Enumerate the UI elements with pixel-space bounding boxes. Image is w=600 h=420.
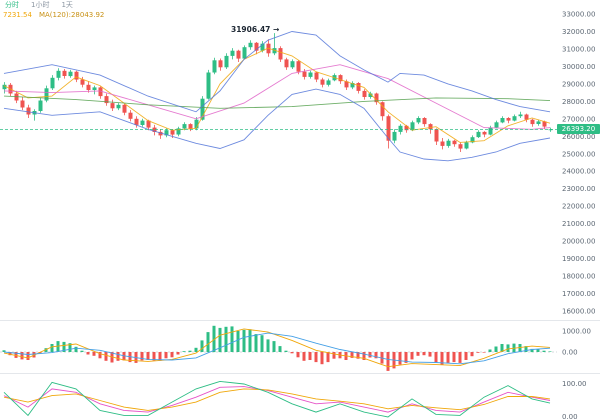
y-axis-label: 31000.00	[562, 45, 595, 53]
macd-axis-label: 1000.00	[562, 328, 591, 336]
boll_lower-line	[3, 88, 551, 162]
kdj-d-line	[3, 388, 551, 411]
y-axis-label: 32000.00	[562, 28, 595, 36]
kdj-axis-label: 0.00	[562, 413, 578, 420]
y-axis-label: 21000.00	[562, 220, 595, 228]
ma7-line	[3, 47, 551, 143]
peak-price-annotation: 31906.47 →	[231, 25, 280, 34]
y-axis-label: 25000.00	[562, 150, 595, 158]
y-axis-label: 16000.00	[562, 308, 595, 316]
y-axis-label: 19000.00	[562, 255, 595, 263]
last-price-tag: 26393.20	[557, 124, 600, 134]
ma-value-partial: 7231.54	[3, 11, 32, 19]
y-axis-label: 17000.00	[562, 290, 595, 298]
kdj-axis-label: 100.00	[562, 380, 587, 388]
kdj-j-line	[3, 380, 551, 418]
y-axis-label: 18000.00	[562, 273, 595, 281]
ma30-line	[3, 64, 551, 130]
y-axis-label: 24000.00	[562, 168, 595, 176]
overlay-lines	[3, 31, 551, 162]
y-axis-label: 30000.00	[562, 63, 595, 71]
price-axis: 33000.00 32000.00 31000.00 30000.00 29000.00…	[562, 11, 595, 316]
y-axis-label: 23000.00	[562, 185, 595, 193]
y-axis-label: 28000.00	[562, 98, 595, 106]
macd-histogram	[2, 325, 552, 371]
y-axis-label: 26000.00	[562, 133, 595, 141]
ma-indicator-legend: 7231.54 MA(120):28043.92	[3, 11, 104, 19]
tab-timeframe-2[interactable]: 1小时	[31, 1, 50, 9]
macd-axis-label: 0.00	[562, 349, 578, 357]
kdj-k-line	[3, 386, 551, 413]
y-axis-label: 33000.00	[562, 11, 595, 19]
timeframe-tabs: 分时 1小时 1天	[5, 1, 73, 10]
y-axis-label: 20000.00	[562, 238, 595, 246]
y-axis-label: 27000.00	[562, 115, 595, 123]
macd-dea-line	[3, 332, 551, 365]
ma120-value: MA(120):28043.92	[38, 11, 105, 19]
ma120-line	[3, 95, 551, 109]
tab-timeframe-3[interactable]: 1天	[61, 1, 73, 9]
macd-dif-line	[3, 328, 551, 368]
tab-timeframe-1[interactable]: 分时	[5, 1, 19, 9]
y-axis-label: 22000.00	[562, 203, 595, 211]
boll_upper-line	[3, 31, 551, 113]
y-axis-label: 29000.00	[562, 80, 595, 88]
